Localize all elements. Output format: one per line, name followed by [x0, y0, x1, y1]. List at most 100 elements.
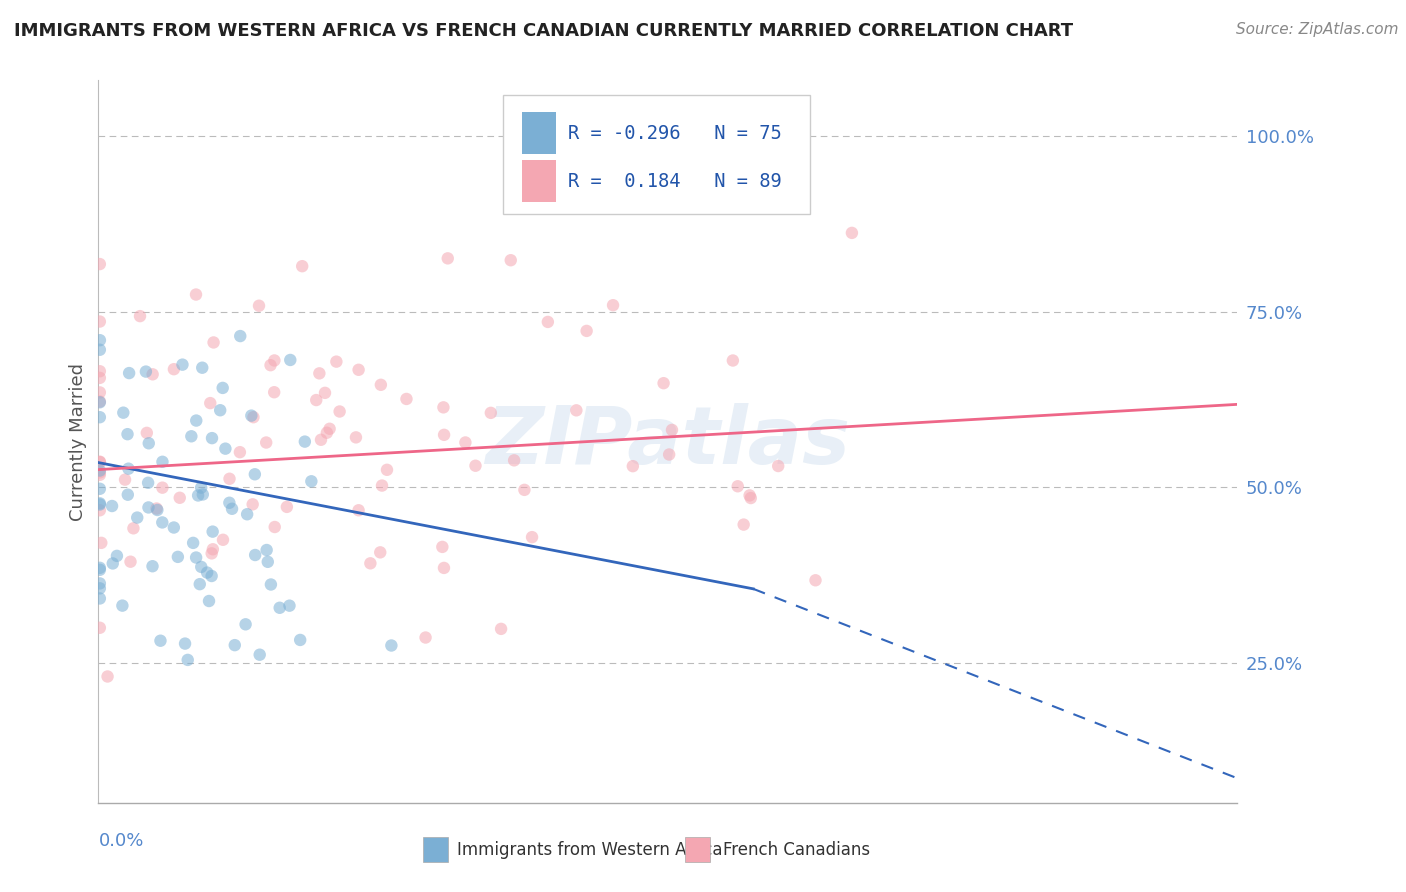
Point	[370, 377, 392, 392]
Point	[89, 343, 111, 357]
Text: ZIPatlas: ZIPatlas	[485, 402, 851, 481]
Point	[415, 631, 437, 645]
Point	[200, 396, 222, 410]
Point	[101, 499, 124, 513]
Point	[368, 545, 391, 559]
Point	[112, 406, 135, 420]
Point	[146, 503, 169, 517]
Point	[263, 520, 285, 534]
Y-axis label: Currently Married: Currently Married	[69, 362, 87, 521]
Point	[186, 413, 208, 427]
Point	[89, 482, 111, 496]
Point	[256, 543, 278, 558]
Point	[243, 548, 266, 562]
Point	[359, 557, 381, 571]
Point	[89, 621, 111, 635]
Point	[218, 472, 240, 486]
Point	[141, 559, 163, 574]
Point	[221, 501, 243, 516]
Point	[167, 549, 190, 564]
Point	[240, 409, 263, 423]
Point	[565, 403, 588, 417]
Point	[136, 475, 159, 490]
Point	[89, 333, 111, 347]
Point	[766, 458, 789, 473]
Point	[150, 516, 173, 530]
Point	[152, 481, 174, 495]
Point	[209, 403, 232, 417]
Point	[174, 637, 197, 651]
Point	[89, 364, 111, 378]
Point	[114, 473, 136, 487]
Point	[371, 478, 394, 492]
Point	[198, 594, 221, 608]
Point	[278, 353, 301, 368]
Text: R =  0.184   N = 89: R = 0.184 N = 89	[568, 172, 782, 191]
Point	[89, 410, 111, 425]
Point	[142, 368, 165, 382]
Point	[499, 253, 522, 268]
Point	[436, 252, 458, 266]
Point	[89, 561, 111, 575]
Point	[89, 467, 111, 482]
Point	[89, 455, 111, 469]
Point	[305, 392, 328, 407]
Point	[269, 600, 291, 615]
Point	[181, 536, 204, 550]
Point	[89, 455, 111, 469]
Point	[191, 360, 214, 375]
Point	[89, 563, 111, 577]
Point	[658, 448, 681, 462]
Point	[135, 365, 157, 379]
Point	[291, 259, 314, 273]
Point	[201, 431, 224, 445]
Point	[276, 500, 298, 514]
Point	[299, 475, 322, 489]
Point	[318, 422, 340, 436]
Point	[344, 430, 367, 444]
Point	[432, 401, 454, 415]
Point	[89, 503, 111, 517]
Point	[105, 549, 128, 563]
Point	[235, 617, 257, 632]
Point	[464, 458, 486, 473]
Point	[201, 524, 224, 539]
Point	[212, 533, 235, 547]
Point	[259, 358, 281, 372]
Point	[163, 362, 186, 376]
Point	[201, 569, 224, 583]
Point	[129, 309, 152, 323]
Point	[290, 632, 312, 647]
Bar	[522, 112, 557, 154]
Text: R = -0.296   N = 75: R = -0.296 N = 75	[568, 123, 782, 143]
Point	[191, 487, 214, 501]
Point	[172, 358, 194, 372]
Point	[727, 479, 749, 493]
Point	[190, 560, 212, 574]
Point	[740, 491, 762, 505]
Point	[537, 315, 560, 329]
Point	[177, 653, 200, 667]
Point	[503, 453, 526, 467]
Point	[224, 638, 246, 652]
Point	[380, 639, 402, 653]
Point	[294, 434, 316, 449]
Bar	[522, 161, 557, 202]
Point	[249, 648, 271, 662]
Point	[309, 433, 332, 447]
Point	[184, 550, 207, 565]
Point	[242, 497, 264, 511]
Point	[96, 669, 118, 683]
Text: 0.0%: 0.0%	[98, 831, 143, 850]
Point	[229, 445, 252, 459]
Point	[247, 299, 270, 313]
Point	[145, 501, 167, 516]
Point	[135, 425, 157, 440]
Point	[375, 463, 398, 477]
Point	[243, 467, 266, 482]
Point	[195, 566, 218, 580]
Point	[211, 381, 233, 395]
Point	[187, 488, 209, 502]
Point	[433, 427, 456, 442]
Point	[127, 510, 149, 524]
